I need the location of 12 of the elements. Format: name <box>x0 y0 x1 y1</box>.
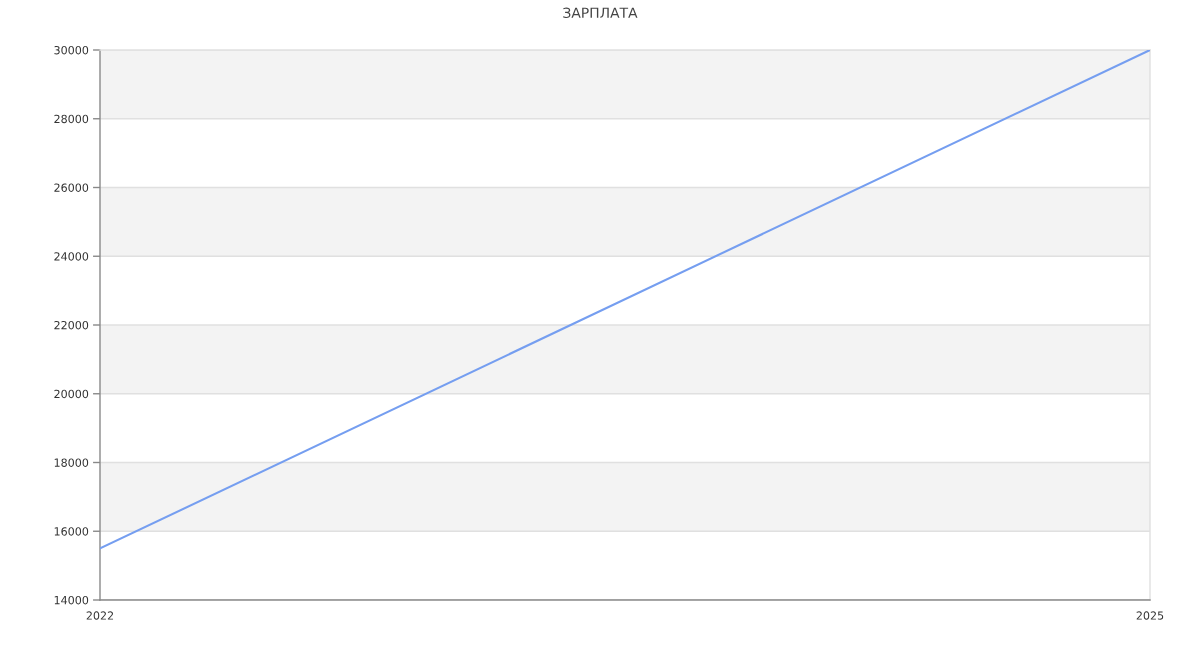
y-tick-label: 28000 <box>54 114 89 124</box>
y-tick-label: 22000 <box>54 320 89 330</box>
y-tick-label: 30000 <box>54 45 89 55</box>
y-tick-label: 24000 <box>54 252 89 261</box>
x-tick-label: 2022 <box>86 611 114 620</box>
y-tick-label: 18000 <box>54 458 89 467</box>
y-tick-label: 20000 <box>54 389 89 399</box>
y-tick-label: 14000 <box>54 595 89 605</box>
y-tick-label: 16000 <box>54 527 89 536</box>
chart-title: ЗАРПЛАТА <box>563 7 638 19</box>
y-tick-label: 26000 <box>54 183 89 192</box>
x-tick-label: 2025 <box>1136 611 1164 620</box>
